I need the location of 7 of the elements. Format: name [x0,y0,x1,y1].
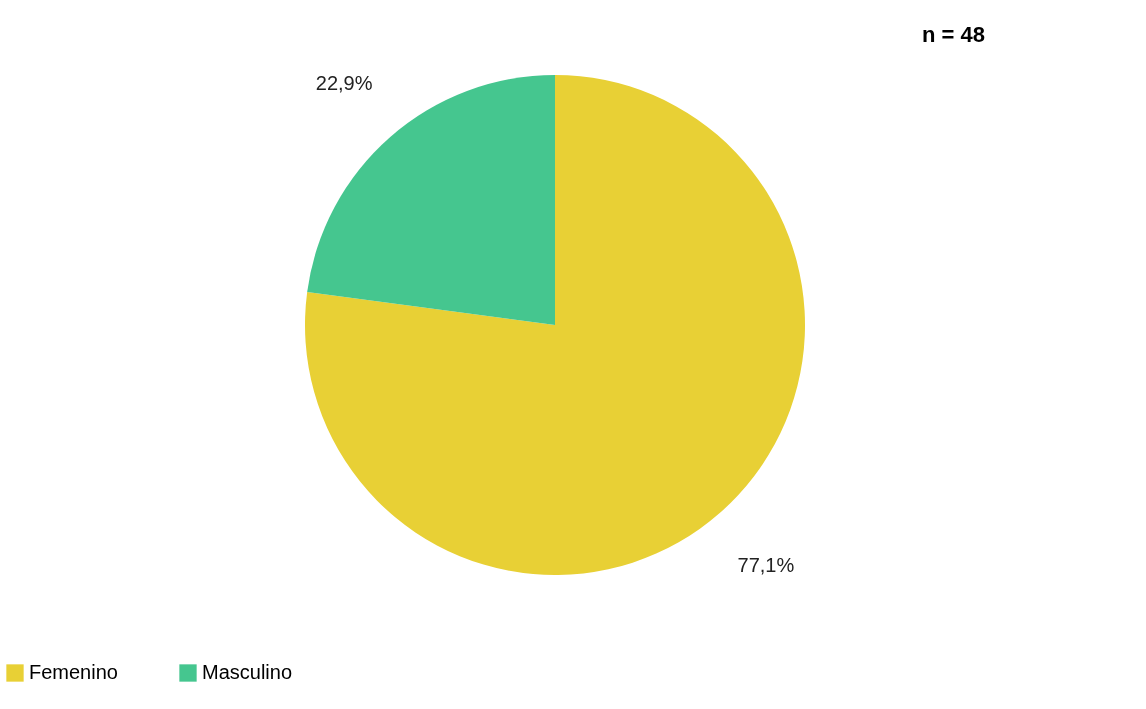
data-label: 22,9% [315,72,373,95]
text: n = 48 [922,22,985,47]
pie-slice [307,75,555,325]
data-label: 77,1% [737,553,795,576]
pie-slice [305,75,805,575]
legend-label: Masculino [202,661,293,683]
legend-label: Femenino [29,661,118,683]
